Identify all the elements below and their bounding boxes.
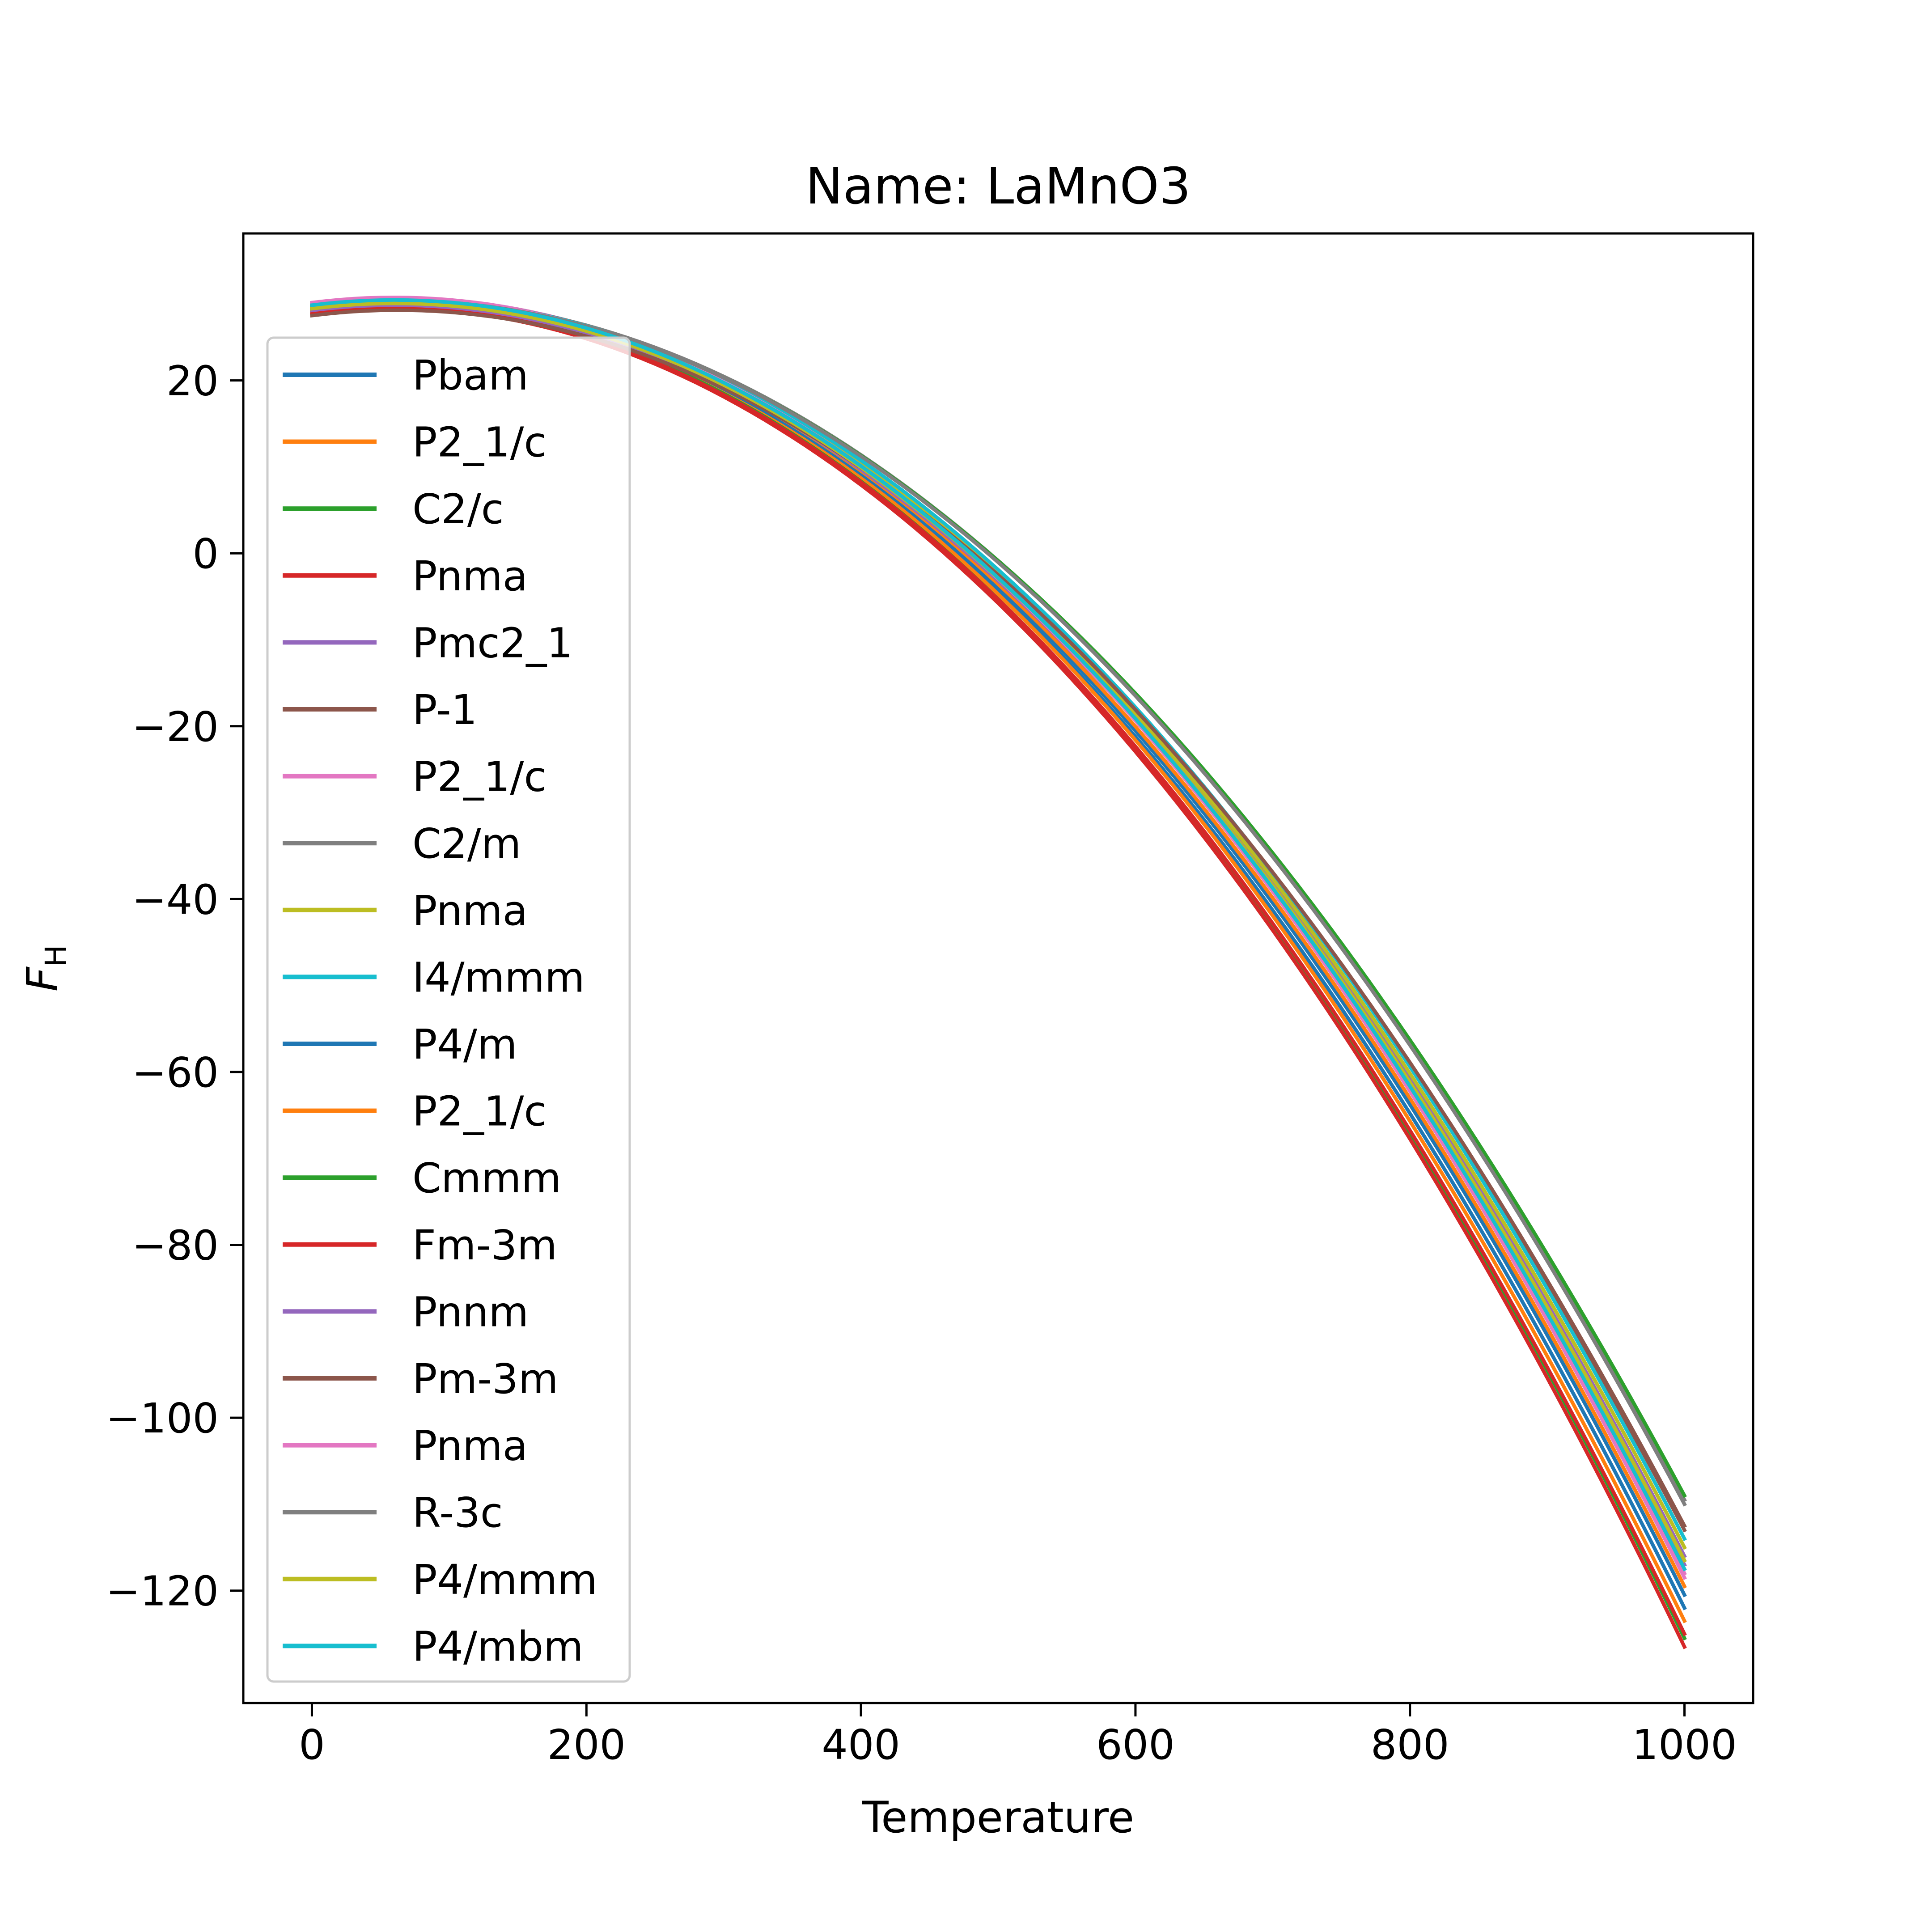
legend-label: I4/mmm: [412, 953, 585, 1001]
x-tick-label: 600: [1096, 1721, 1175, 1769]
legend-label: P4/mbm: [412, 1623, 584, 1670]
legend-label: P2_1/c: [412, 1088, 547, 1135]
chart-title: Name: LaMnO3: [805, 157, 1191, 216]
legend-label: Pbam: [412, 352, 529, 399]
legend-label: Pnnm: [412, 1288, 529, 1336]
legend-label: C2/m: [412, 820, 521, 868]
legend-label: Pmc2_1: [412, 619, 573, 667]
legend: Pbam P2_1/c C2/c Pnma Pmc2_1 P-1 P2_1/c C2/m Pnm…: [266, 336, 631, 1683]
y-tick-label: 0: [192, 530, 219, 578]
legend-label: Fm-3m: [412, 1221, 557, 1269]
y-tick-label: −60: [132, 1049, 219, 1097]
y-tick-label: −80: [132, 1222, 219, 1270]
legend-label: P-1: [412, 686, 477, 734]
legend-label: R-3c: [412, 1489, 503, 1537]
legend-label: C2/c: [412, 485, 504, 533]
legend-label: P4/mmm: [412, 1556, 597, 1604]
x-tick-label: 400: [822, 1721, 900, 1769]
series-lines: [310, 296, 1687, 1649]
legend-label: Pnma: [412, 552, 528, 600]
x-tick-label: 200: [547, 1721, 626, 1769]
x-axis-ticks: 0 200 400 600 800 1000: [299, 1703, 1737, 1769]
y-axis-label: FH: [17, 945, 73, 992]
legend-label: Cmmm: [412, 1154, 561, 1202]
legend-label: P4/m: [412, 1021, 517, 1068]
series-line: [310, 298, 1687, 1572]
legend-box: [266, 336, 631, 1683]
y-axis-ticks: 20 0 −20 −40 −60 −80 −100 −120: [106, 357, 243, 1615]
x-tick-label: 0: [299, 1721, 325, 1769]
x-axis-label: Temperature: [862, 1792, 1134, 1843]
legend-items: Pbam P2_1/c C2/c Pnma Pmc2_1 P-1 P2_1/c C2/m Pnm…: [283, 352, 597, 1670]
series-line: [310, 308, 1687, 1529]
legend-label: P2_1/c: [412, 753, 547, 801]
y-axis-label-main: F: [17, 966, 68, 991]
y-axis-label-sub: H: [39, 945, 73, 967]
x-tick-label: 1000: [1632, 1721, 1737, 1769]
y-tick-label: 20: [166, 357, 219, 405]
legend-label: Pnma: [412, 1422, 528, 1470]
legend-label: P2_1/c: [412, 419, 547, 466]
x-tick-label: 800: [1371, 1721, 1449, 1769]
legend-label: Pm-3m: [412, 1355, 558, 1403]
legend-label: Pnma: [412, 887, 528, 935]
y-tick-label: −100: [106, 1394, 219, 1442]
plot-frame: [242, 232, 1754, 1704]
y-tick-label: −40: [132, 876, 219, 924]
y-tick-label: −120: [106, 1568, 219, 1615]
y-tick-label: −20: [132, 703, 219, 751]
